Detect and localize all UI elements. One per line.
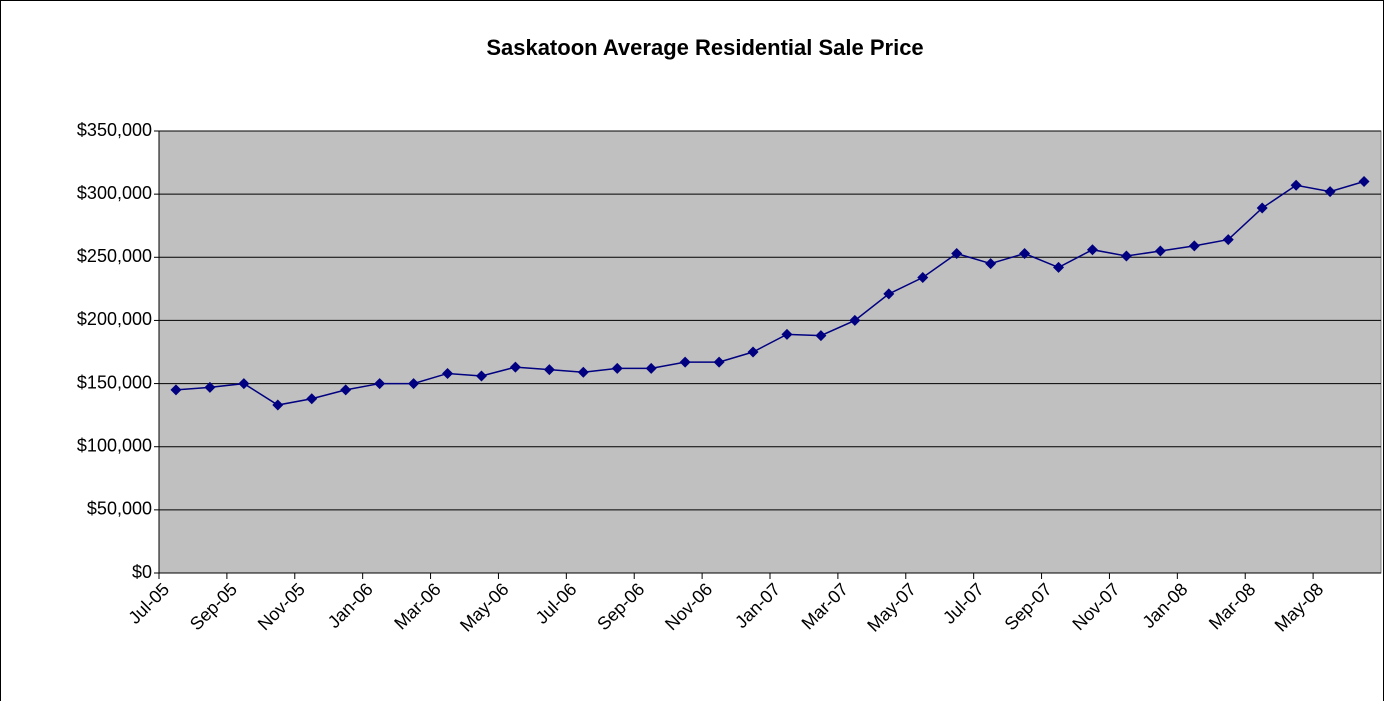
series-line	[175, 180, 1365, 406]
data-point	[1256, 202, 1268, 214]
data-point	[475, 370, 487, 382]
data-point	[577, 366, 589, 378]
data-point	[306, 393, 318, 405]
data-point	[170, 384, 182, 396]
y-tick-label: $250,000	[77, 246, 152, 266]
y-tick-label: $200,000	[77, 309, 152, 329]
y-tick-label: $100,000	[77, 435, 152, 455]
data-point	[849, 314, 861, 326]
data-point	[408, 378, 420, 390]
data-point	[815, 330, 827, 342]
data-point	[781, 328, 793, 340]
data-point	[1086, 244, 1098, 256]
data-point	[917, 271, 929, 283]
data-point	[713, 356, 725, 368]
data-point	[679, 356, 691, 368]
data-point	[204, 381, 216, 393]
data-point	[645, 362, 657, 374]
plot-area	[158, 130, 1382, 574]
data-point	[1120, 250, 1132, 262]
data-point	[985, 258, 997, 270]
y-tick-label: $350,000	[77, 120, 152, 140]
data-point	[442, 367, 454, 379]
chart-title: Saskatoon Average Residential Sale Price	[486, 35, 923, 60]
data-point	[1019, 247, 1031, 259]
data-point	[340, 384, 352, 396]
data-point	[1188, 240, 1200, 252]
data-point	[951, 247, 963, 259]
data-point	[509, 361, 521, 373]
data-point	[1053, 261, 1065, 273]
data-point	[238, 378, 250, 390]
data-point	[1222, 234, 1234, 246]
data-point	[1358, 176, 1370, 188]
data-point	[272, 399, 284, 411]
data-point	[543, 364, 555, 376]
y-tick-label: $50,000	[87, 499, 152, 519]
y-tick-label: $150,000	[77, 372, 152, 392]
data-point	[611, 362, 623, 374]
data-point	[1154, 245, 1166, 257]
y-tick-label: $0	[132, 562, 152, 582]
data-point	[374, 378, 386, 390]
data-point	[883, 288, 895, 300]
y-tick-label: $300,000	[77, 183, 152, 203]
data-point	[1290, 179, 1302, 191]
data-point	[1324, 186, 1336, 198]
data-point	[747, 346, 759, 358]
